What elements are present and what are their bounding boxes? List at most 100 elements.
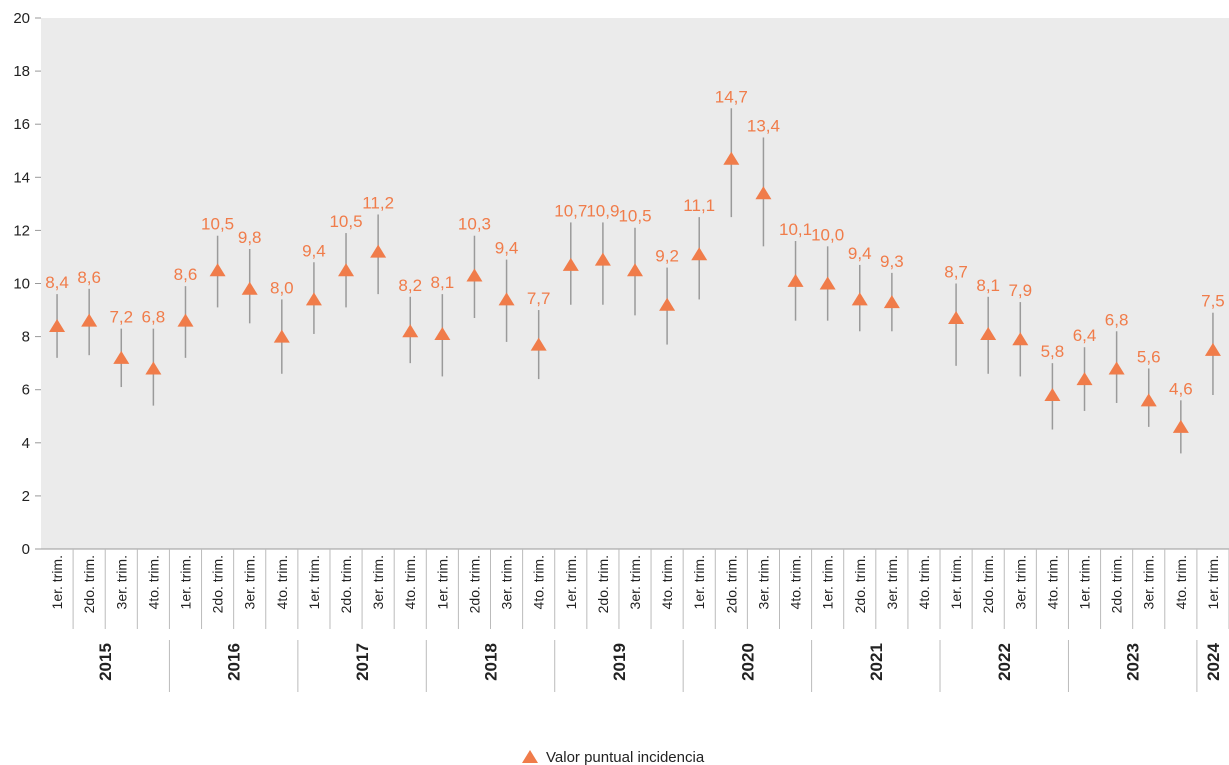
marker (627, 263, 643, 277)
x-tick-label: 4to. trim. (145, 555, 161, 609)
marker (755, 186, 772, 200)
y-tick-label: 20 (13, 10, 30, 27)
x-tick-label: 4to. trim. (402, 555, 418, 609)
value-label: 10,5 (329, 212, 362, 231)
y-tick-label: 2 (22, 488, 30, 505)
value-label: 10,5 (201, 215, 234, 234)
x-tick-label: 4to. trim. (916, 555, 932, 609)
value-label: 7,2 (109, 308, 133, 327)
legend-marker (522, 750, 538, 763)
value-label: 10,0 (811, 225, 844, 244)
x-tick-label: 3er. trim. (242, 555, 258, 609)
x-tick-label: 4to. trim. (531, 555, 547, 609)
x-tick-label: 2do. trim. (852, 555, 868, 613)
x-tick-label: 3er. trim. (113, 555, 129, 609)
value-label: 13,4 (747, 116, 780, 135)
value-label: 10,3 (458, 215, 491, 234)
year-label: 2015 (96, 643, 115, 681)
x-tick-label: 2do. trim. (210, 555, 226, 613)
x-tick-label: 1er. trim. (820, 555, 836, 609)
x-tick-label: 1er. trim. (306, 555, 322, 609)
x-tick-label: 1er. trim. (177, 555, 193, 609)
value-label: 8,6 (174, 265, 198, 284)
x-tick-label: 3er. trim. (627, 555, 643, 609)
value-label: 7,7 (527, 289, 551, 308)
value-label: 10,1 (779, 220, 812, 239)
year-label: 2016 (225, 643, 244, 681)
value-label: 10,9 (586, 201, 619, 220)
year-label: 2017 (353, 643, 372, 681)
marker (723, 151, 740, 165)
marker (177, 313, 194, 327)
marker (819, 276, 836, 290)
marker (209, 263, 226, 277)
marker (273, 329, 290, 343)
x-tick-label: 4to. trim. (788, 555, 804, 609)
value-label: 9,3 (880, 252, 904, 271)
x-tick-label: 1er. trim. (948, 555, 964, 609)
marker (1044, 388, 1061, 402)
value-label: 9,4 (495, 239, 519, 258)
x-tick-label: 1er. trim. (1205, 555, 1221, 609)
marker (980, 326, 997, 340)
value-label: 5,6 (1137, 347, 1161, 366)
marker (883, 295, 900, 309)
x-tick-label: 2do. trim. (980, 555, 996, 613)
marker (305, 292, 322, 306)
x-tick-label: 4to. trim. (659, 555, 675, 609)
value-label: 7,5 (1201, 292, 1225, 311)
marker (81, 313, 98, 327)
x-tick-label: 2do. trim. (338, 555, 354, 613)
year-label: 2021 (867, 643, 886, 681)
x-tick-label: 1er. trim. (691, 555, 707, 609)
value-label: 8,0 (270, 278, 294, 297)
x-tick-label: 4to. trim. (274, 555, 290, 609)
marker (49, 318, 66, 332)
value-label: 8,4 (45, 273, 69, 292)
marker (1108, 361, 1125, 375)
marker (498, 292, 515, 306)
value-label: 8,6 (77, 268, 101, 287)
marker (562, 257, 579, 271)
x-tick-label: 2do. trim. (81, 555, 97, 613)
marker (1172, 419, 1189, 433)
marker (338, 263, 355, 277)
marker (594, 252, 611, 266)
x-tick-label: 3er. trim. (1012, 555, 1028, 609)
marker (1076, 372, 1093, 386)
value-label: 6,8 (142, 308, 166, 327)
value-label: 8,1 (976, 276, 1000, 295)
marker (1140, 393, 1157, 407)
legend-label: Valor puntual incidencia (546, 749, 705, 765)
year-label: 2024 (1204, 643, 1223, 681)
marker (530, 337, 547, 351)
year-label: 2023 (1124, 643, 1143, 681)
value-label: 6,8 (1105, 310, 1129, 329)
marker (113, 350, 130, 364)
value-label: 11,1 (683, 196, 715, 215)
x-tick-label: 3er. trim. (1141, 555, 1157, 609)
marker (691, 247, 708, 261)
year-label: 2020 (738, 643, 757, 681)
marker (370, 244, 387, 258)
marker (1012, 332, 1029, 346)
x-tick-label: 4to. trim. (1044, 555, 1060, 609)
y-tick-label: 8 (22, 329, 30, 346)
marker (434, 326, 451, 340)
marker (241, 281, 258, 295)
value-label: 10,7 (554, 201, 587, 220)
value-label: 7,9 (1008, 281, 1032, 300)
value-label: 9,4 (848, 244, 872, 263)
marker (1204, 342, 1221, 356)
y-tick-label: 14 (13, 169, 30, 186)
x-tick-label: 3er. trim. (370, 555, 386, 609)
x-tick-label: 3er. trim. (884, 555, 900, 609)
y-tick-label: 10 (13, 276, 30, 293)
x-tick-label: 2do. trim. (466, 555, 482, 613)
y-tick-label: 18 (13, 63, 30, 80)
x-tick-label: 4to. trim. (1173, 555, 1189, 609)
value-label: 8,1 (431, 273, 455, 292)
marker (948, 311, 965, 325)
marker (851, 292, 868, 306)
